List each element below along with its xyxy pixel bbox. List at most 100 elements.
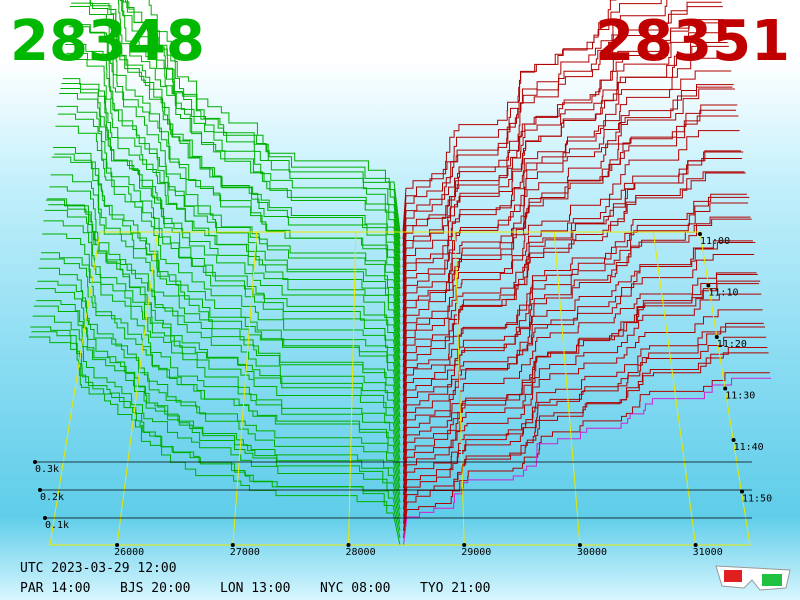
time-tick [698,232,702,236]
ask-curve [402,352,769,531]
price-grid [232,231,258,546]
ask-curve [402,157,743,375]
price-tick [577,543,582,547]
bid-curve [48,204,401,432]
bid-curve [47,198,401,439]
bid-curve [89,0,401,282]
bid-curve [53,146,401,403]
bid-curve [89,0,401,289]
price-tick [693,543,698,547]
bid-curve [59,92,401,368]
bid-curve [30,326,401,538]
bid-curve [43,220,401,460]
bid-price: 28348 [10,9,205,74]
zone-time: BJS 20:00 [120,581,190,596]
time-label: 11:50 [742,494,772,505]
bid-curve [117,0,401,275]
zone-time: PAR 14:00 [20,581,90,596]
bid-curve [35,288,401,510]
bid-curve [44,209,401,453]
price-grid [116,231,159,546]
price-label: 29000 [461,547,491,558]
bid-curve [29,336,401,546]
price-grid [348,231,357,546]
bid-curve [49,186,401,425]
ask-curve [402,19,725,268]
ask-curve [402,293,762,489]
glasses-icon [715,565,791,591]
bid-curve [57,113,401,375]
ask-curve [402,283,759,474]
ask-curve [402,172,746,396]
price-grid [652,231,697,546]
price-tick [115,543,120,547]
bid-curve [33,305,401,517]
bid-curve [42,233,401,467]
depth-label: 0.1k [45,520,69,531]
ask-curve [402,202,749,410]
price-tick [462,543,467,547]
ask-curve [402,218,752,432]
bid-curve [36,300,401,503]
depth-tick [38,488,42,492]
price-label: 30000 [577,547,607,558]
bid-curve [61,83,401,354]
bid-curve [119,0,401,261]
price-label: 27000 [230,547,260,558]
ask-curve [402,372,770,538]
ask-curve [402,0,617,233]
time-label: 11:20 [717,339,747,350]
time-tick [714,335,719,339]
time-label: 11:10 [708,288,738,299]
curves [29,0,771,546]
frame: 26000 27000 28000 29000 30000 31000 0.3k 0.2k 0.… [33,231,772,558]
bid-curve [39,258,401,482]
bid-curve [50,174,401,418]
time-label: 11:30 [725,391,755,402]
price-tick [230,543,235,547]
ask-curve [402,57,731,304]
depth-tick [33,460,37,464]
ask-curve [402,151,744,382]
ask-curve [402,240,753,439]
ask-curve [402,322,764,503]
bid-curve [32,315,401,524]
price-label: 28000 [346,547,376,558]
price-tick [346,543,351,547]
time-tick [723,386,728,391]
ask-curve [402,309,763,496]
bid-curve [65,43,401,332]
ask-curve [402,45,729,297]
ask-curve [402,150,741,368]
depth-label: 0.3k [35,464,59,475]
ask-curve [402,193,747,403]
bid-curve [148,0,401,233]
bid-curve [126,0,401,254]
ask-curve [402,86,733,318]
bid-curve [67,24,401,318]
time-tick [706,283,711,288]
ask-curve [402,6,723,261]
time-label: 11:00 [700,236,730,247]
bid-curve [68,26,401,311]
ask-curve [402,88,735,332]
bid-curve [69,6,401,304]
bid-curve [122,0,401,240]
ask-curve [402,171,745,389]
ask-curve [402,272,757,460]
ask-curve [402,22,726,275]
zone-time: LON 13:00 [220,581,290,596]
bid-curve [55,125,401,389]
ask-curve [402,274,758,467]
ask-curve [402,130,740,361]
ask-curve [402,280,761,482]
bid-curve [45,199,401,446]
price-label: 26000 [114,547,144,558]
bid-curve [56,105,401,382]
depth-tick [43,516,47,520]
ask-curve [402,104,738,346]
bid-curve [125,0,401,247]
bid-curve [66,52,401,325]
